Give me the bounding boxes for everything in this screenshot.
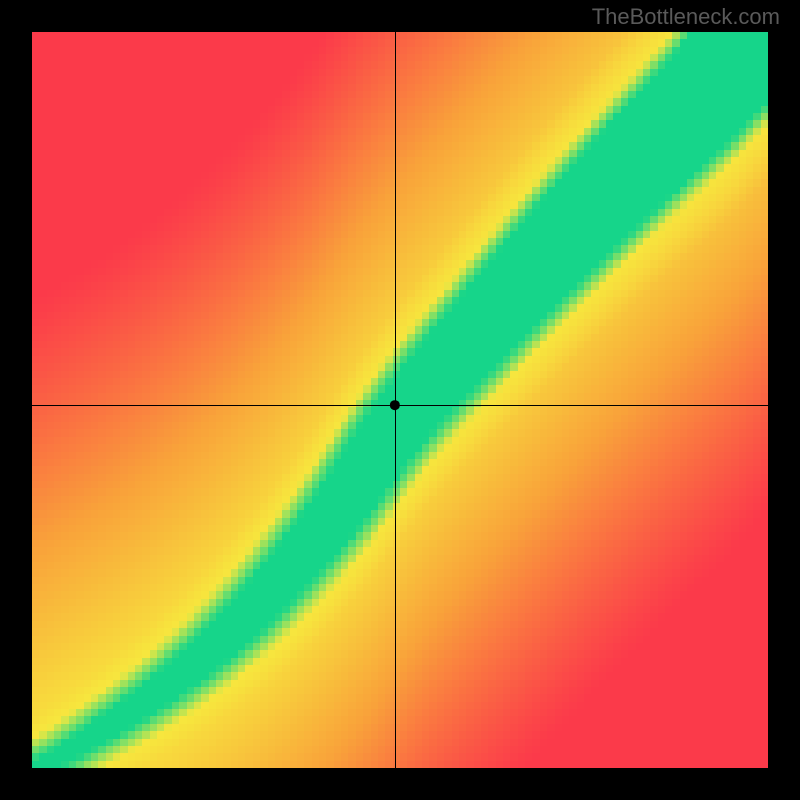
watermark-text: TheBottleneck.com [592,4,780,30]
chart-container: { "watermark": { "text": "TheBottleneck.… [0,0,800,800]
bottleneck-heatmap [32,32,768,768]
